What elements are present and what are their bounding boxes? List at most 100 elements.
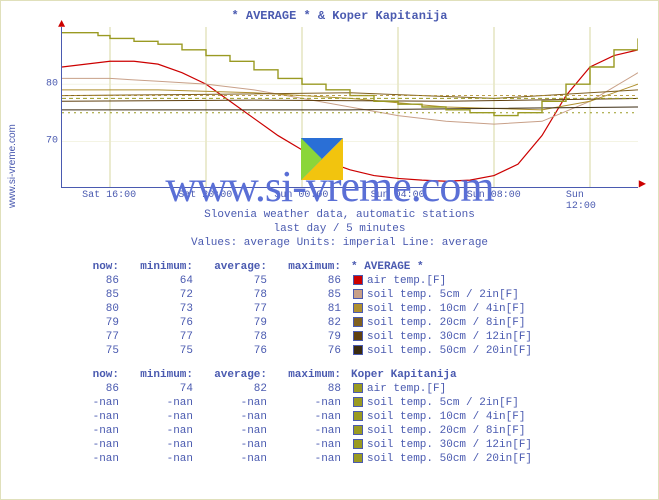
series-label: soil temp. 10cm / 4in[F]	[347, 302, 538, 316]
col-header: maximum:	[273, 260, 347, 274]
table-row: 86748288air temp.[F]	[51, 382, 538, 396]
value-cell: 85	[51, 288, 125, 302]
meta-line-3: Values: average Units: imperial Line: av…	[31, 236, 648, 250]
meta-line-2: last day / 5 minutes	[31, 222, 648, 236]
value-cell: 79	[199, 316, 273, 330]
table-row: 86647586air temp.[F]	[51, 274, 538, 288]
value-cell: 80	[51, 302, 125, 316]
value-cell: 74	[125, 382, 199, 396]
station-name: * AVERAGE *	[347, 260, 538, 274]
table-row: 85727885soil temp. 5cm / 2in[F]	[51, 288, 538, 302]
chart-meta: Slovenia weather data, automatic station…	[31, 208, 648, 250]
value-cell: -nan	[125, 410, 199, 424]
sidebar-url: www.si-vreme.com	[7, 124, 18, 208]
series-label: air temp.[F]	[347, 274, 538, 288]
color-swatch-icon	[353, 383, 363, 393]
station-name: Koper Kapitanija	[347, 368, 538, 382]
data-tables: now:minimum:average:maximum:* AVERAGE *8…	[51, 260, 648, 466]
col-header: minimum:	[125, 368, 199, 382]
value-cell: 85	[273, 288, 347, 302]
col-header: minimum:	[125, 260, 199, 274]
series-label: soil temp. 5cm / 2in[F]	[347, 396, 538, 410]
value-cell: -nan	[51, 396, 125, 410]
value-cell: -nan	[273, 396, 347, 410]
chart-title: * AVERAGE * & Koper Kapitanija	[31, 9, 648, 23]
color-swatch-icon	[353, 411, 363, 421]
value-cell: 79	[273, 330, 347, 344]
value-cell: 76	[199, 344, 273, 358]
value-cell: -nan	[273, 424, 347, 438]
y-tick: 80	[46, 79, 58, 90]
x-tick: Sat 20:00	[178, 190, 232, 201]
color-swatch-icon	[353, 425, 363, 435]
value-cell: -nan	[199, 438, 273, 452]
table-row: 79767982soil temp. 20cm / 8in[F]	[51, 316, 538, 330]
value-cell: 77	[199, 302, 273, 316]
table-row: 80737781soil temp. 10cm / 4in[F]	[51, 302, 538, 316]
series-label: soil temp. 10cm / 4in[F]	[347, 410, 538, 424]
value-cell: -nan	[273, 438, 347, 452]
value-cell: 79	[51, 316, 125, 330]
color-swatch-icon	[353, 303, 363, 313]
table-row: -nan-nan-nan-nansoil temp. 10cm / 4in[F]	[51, 410, 538, 424]
value-cell: -nan	[51, 410, 125, 424]
series-label: soil temp. 30cm / 12in[F]	[347, 330, 538, 344]
color-swatch-icon	[353, 317, 363, 327]
col-header: now:	[51, 260, 125, 274]
value-cell: -nan	[273, 452, 347, 466]
value-cell: 77	[51, 330, 125, 344]
chart-plot-area: ▲ ▶ 7080	[61, 27, 638, 188]
value-cell: 72	[125, 288, 199, 302]
value-cell: 75	[51, 344, 125, 358]
value-cell: -nan	[199, 410, 273, 424]
y-axis-ticks: 70 80	[38, 27, 58, 187]
x-tick: Sun 12:00	[566, 190, 614, 212]
watermark-logo-icon	[301, 138, 343, 180]
value-cell: -nan	[125, 396, 199, 410]
x-tick: Sun 00:00	[274, 190, 328, 201]
series-label: soil temp. 20cm / 8in[F]	[347, 424, 538, 438]
value-cell: 76	[273, 344, 347, 358]
value-cell: -nan	[125, 452, 199, 466]
value-cell: 78	[199, 288, 273, 302]
series-label: soil temp. 50cm / 20in[F]	[347, 344, 538, 358]
value-cell: -nan	[51, 452, 125, 466]
color-swatch-icon	[353, 397, 363, 407]
value-cell: 81	[273, 302, 347, 316]
color-swatch-icon	[353, 345, 363, 355]
value-cell: -nan	[199, 452, 273, 466]
value-cell: -nan	[125, 438, 199, 452]
col-header: now:	[51, 368, 125, 382]
series-label: soil temp. 20cm / 8in[F]	[347, 316, 538, 330]
table-row: -nan-nan-nan-nansoil temp. 30cm / 12in[F…	[51, 438, 538, 452]
y-tick: 70	[46, 136, 58, 147]
col-header: maximum:	[273, 368, 347, 382]
value-cell: -nan	[199, 396, 273, 410]
value-cell: 78	[199, 330, 273, 344]
meta-line-1: Slovenia weather data, automatic station…	[31, 208, 648, 222]
x-tick: Sat 16:00	[82, 190, 136, 201]
chart-svg	[62, 27, 638, 187]
series-label: air temp.[F]	[347, 382, 538, 396]
x-axis-ticks: Sat 16:00Sat 20:00Sun 00:00Sun 04:00Sun …	[61, 190, 638, 204]
value-cell: 76	[125, 316, 199, 330]
value-cell: -nan	[51, 424, 125, 438]
value-cell: 73	[125, 302, 199, 316]
series-label: soil temp. 30cm / 12in[F]	[347, 438, 538, 452]
value-cell: 75	[199, 274, 273, 288]
x-tick: Sun 08:00	[467, 190, 521, 201]
value-cell: 86	[273, 274, 347, 288]
table-row: -nan-nan-nan-nansoil temp. 50cm / 20in[F…	[51, 452, 538, 466]
value-cell: 77	[125, 330, 199, 344]
value-cell: 75	[125, 344, 199, 358]
value-cell: 82	[199, 382, 273, 396]
col-header: average:	[199, 368, 273, 382]
color-swatch-icon	[353, 453, 363, 463]
value-cell: 64	[125, 274, 199, 288]
table-row: 77777879soil temp. 30cm / 12in[F]	[51, 330, 538, 344]
value-cell: 88	[273, 382, 347, 396]
col-header: average:	[199, 260, 273, 274]
color-swatch-icon	[353, 289, 363, 299]
color-swatch-icon	[353, 439, 363, 449]
value-cell: -nan	[199, 424, 273, 438]
